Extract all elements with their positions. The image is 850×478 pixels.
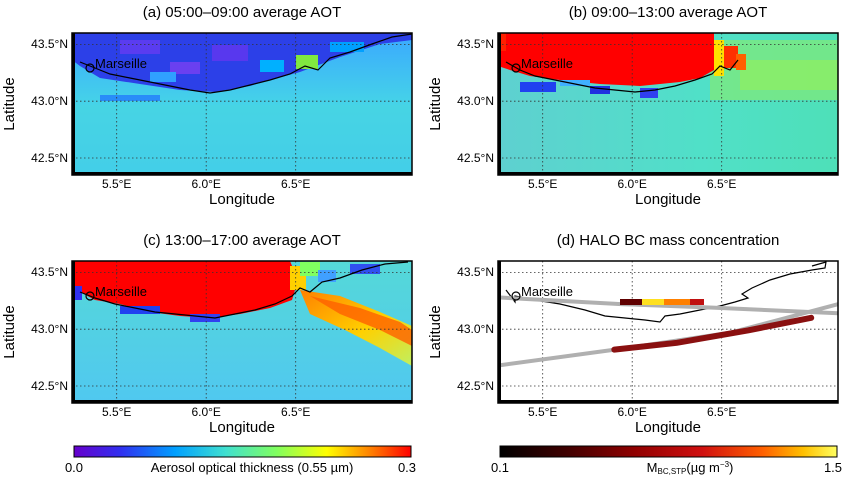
panel-a: Marseille 43.5°N 43.0°N 42.5°N 5.5°E 6.0… xyxy=(1,32,413,208)
panel-a-marseille-label: Marseille xyxy=(95,56,147,71)
panel-b-ytick-425: 42.5°N xyxy=(457,151,494,165)
panel-b-title: (b) 09:00–13:00 average AOT xyxy=(569,4,767,21)
panel-b-ytick-435: 43.5°N xyxy=(457,37,494,51)
panel-b-coastline xyxy=(505,59,739,93)
panel-a-ylabel: Latitude xyxy=(1,77,18,130)
panel-d-title: (d) HALO BC mass concentration xyxy=(557,232,780,249)
panel-c-xlabel: Longitude xyxy=(209,419,275,436)
panel-b-marseille-marker xyxy=(511,63,521,73)
panel-b-ylabel: Latitude xyxy=(427,77,444,130)
panel-d-track-1 xyxy=(498,295,838,316)
panel-d-bc-hotspot-dark xyxy=(620,299,642,305)
aot-colorbar-gradient xyxy=(73,445,412,458)
panel-a-ytick-430: 43.0°N xyxy=(31,94,68,108)
panel-c-ytick-435: 43.5°N xyxy=(31,265,68,279)
panel-d-bc-hotspot-yellow xyxy=(642,299,664,305)
panel-d-ylabel: Latitude xyxy=(427,305,444,358)
panel-d-track-3 xyxy=(611,314,815,353)
panel-d-flight-tracks xyxy=(498,295,838,368)
panel-d-ytick-430: 43.0°N xyxy=(457,322,494,336)
panel-c: Marseille 43.5°N 43.0°N 42.5°N 5.5°E 6.0… xyxy=(1,260,413,436)
panel-a-xtick-65: 6.5°E xyxy=(281,177,310,191)
aot-colorbar: 0.0 Aerosol optical thickness (0.55 µm) … xyxy=(65,445,416,475)
panel-c-coastline xyxy=(79,261,409,319)
panel-a-xtick-60: 6.0°E xyxy=(191,177,220,191)
panel-c-xtick-60: 6.0°E xyxy=(191,405,220,419)
panel-b-xtick-65: 6.5°E xyxy=(707,177,736,191)
panel-c-xtick-65: 6.5°E xyxy=(281,405,310,419)
panel-a-marseille-marker xyxy=(85,63,95,73)
panel-d-bc-hotspot-red xyxy=(690,299,704,305)
panel-d-xtick-65: 6.5°E xyxy=(707,405,736,419)
panel-a-coastline xyxy=(79,33,413,94)
panel-b: Marseille 43.5°N 43.0°N 42.5°N 5.5°E 6.0… xyxy=(427,32,839,208)
bc-label-sup: −3 xyxy=(720,460,730,469)
panel-a-xlabel: Longitude xyxy=(209,191,275,208)
panel-d-marseille-label: Marseille xyxy=(521,284,573,299)
panel-d-xtick-60: 6.0°E xyxy=(617,405,646,419)
panel-c-ytick-425: 42.5°N xyxy=(31,379,68,393)
bc-colorbar-label: MBC,STP(µg m−3) xyxy=(647,460,734,476)
aot-colorbar-label: Aerosol optical thickness (0.55 µm) xyxy=(151,460,354,475)
bc-colorbar: 0.1 MBC,STP(µg m−3) 1.5 xyxy=(491,445,842,476)
panel-c-grid xyxy=(72,261,412,403)
panel-b-xlabel: Longitude xyxy=(635,191,701,208)
panel-c-ylabel: Latitude xyxy=(1,305,18,358)
panel-d-xlabel: Longitude xyxy=(635,419,701,436)
aot-colorbar-min: 0.0 xyxy=(65,460,83,475)
aot-colorbar-max: 0.3 xyxy=(398,460,416,475)
panel-c-marseille-marker xyxy=(85,291,95,301)
bc-colorbar-min: 0.1 xyxy=(491,460,509,475)
panel-b-grid xyxy=(498,33,838,175)
panel-b-marseille-label: Marseille xyxy=(521,56,573,71)
panel-a-grid xyxy=(72,33,412,175)
panel-d: Marseille 43.5°N 43.0°N 42.5°N 5.5°E 6.0… xyxy=(427,260,839,436)
panel-d-bc-hotspot-orange xyxy=(664,299,690,305)
panel-b-land-field xyxy=(498,33,714,86)
panel-c-title: (c) 13:00–17:00 average AOT xyxy=(143,232,341,249)
panel-d-coastline xyxy=(505,261,827,323)
panel-b-xtick-60: 6.0°E xyxy=(617,177,646,191)
bc-colorbar-max: 1.5 xyxy=(824,460,842,475)
panel-d-ytick-435: 43.5°N xyxy=(457,265,494,279)
bc-label-close: ) xyxy=(729,460,733,475)
bc-label-sub: BC,STP xyxy=(657,467,686,476)
panel-a-ytick-435: 43.5°N xyxy=(31,37,68,51)
panel-d-marseille-marker xyxy=(511,291,521,301)
panel-d-grid xyxy=(498,261,838,403)
panel-c-ytick-430: 43.0°N xyxy=(31,322,68,336)
panel-d-ytick-425: 42.5°N xyxy=(457,379,494,393)
panel-a-xtick-55: 5.5°E xyxy=(102,177,131,191)
bc-label-unit: (µg m xyxy=(686,460,720,475)
panel-d-xtick-55: 5.5°E xyxy=(528,405,557,419)
panel-c-xtick-55: 5.5°E xyxy=(102,405,131,419)
panel-a-ytick-425: 42.5°N xyxy=(31,151,68,165)
bc-colorbar-gradient xyxy=(499,445,838,458)
panel-b-ytick-430: 43.0°N xyxy=(457,94,494,108)
bc-label-m: M xyxy=(647,460,658,475)
panel-c-plume-field xyxy=(300,290,412,366)
panel-b-xtick-55: 5.5°E xyxy=(528,177,557,191)
panel-c-land-field xyxy=(72,261,298,318)
panel-c-marseille-label: Marseille xyxy=(95,284,147,299)
panel-a-title: (a) 05:00–09:00 average AOT xyxy=(143,4,341,21)
